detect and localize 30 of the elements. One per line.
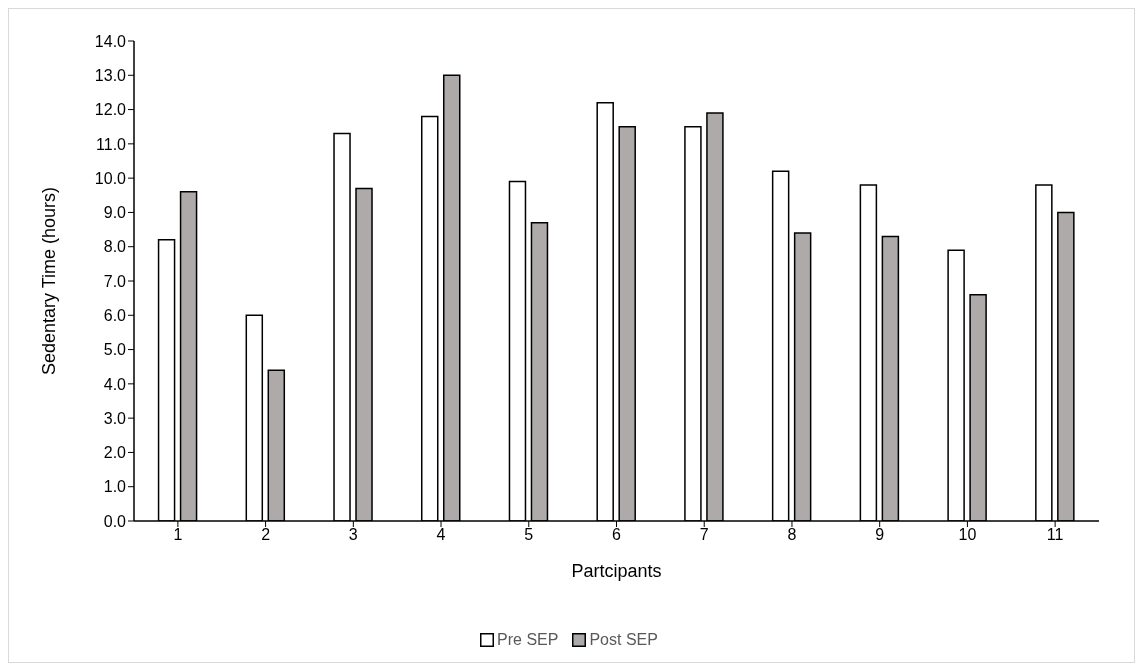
y-tick-label: 10.0 [94,169,127,187]
x-tick-label: 6 [612,526,622,544]
y-tick-label: 13.0 [94,66,127,84]
x-tick-label: 11 [1046,526,1064,544]
y-tick-label: 3.0 [103,409,127,427]
x-tick-label: 9 [875,526,885,544]
x-tick-label: 7 [699,526,709,544]
y-tick-label: 2.0 [103,444,127,462]
y-tick-label: 7.0 [103,272,127,290]
x-tick-label: 1 [173,526,183,544]
y-tick-label: 4.0 [103,375,127,393]
y-tick-label: 8.0 [103,238,127,256]
y-tick-label: 5.0 [103,341,127,359]
y-tick-label: 9.0 [103,204,127,222]
y-tick-label: 12.0 [94,101,127,119]
legend-label: Post SEP [589,631,658,649]
x-tick-label: 2 [261,526,271,544]
x-tick-label: 4 [436,526,446,544]
x-tick-label: 3 [348,526,358,544]
x-tick-label: 10 [958,526,977,544]
x-axis-title: Partcipants [571,561,662,581]
y-tick-label: 11.0 [96,135,127,153]
x-tick-label: 8 [787,526,797,544]
y-tick-label: 1.0 [103,478,127,496]
y-tick-label: 6.0 [103,306,127,324]
x-tick-label: 5 [524,526,534,544]
y-axis-title: Sedentary Time (hours) [39,186,60,376]
legend-label: Pre SEP [497,631,559,649]
y-tick-label: 14.0 [94,32,127,50]
y-tick-label: 0.0 [103,512,127,530]
